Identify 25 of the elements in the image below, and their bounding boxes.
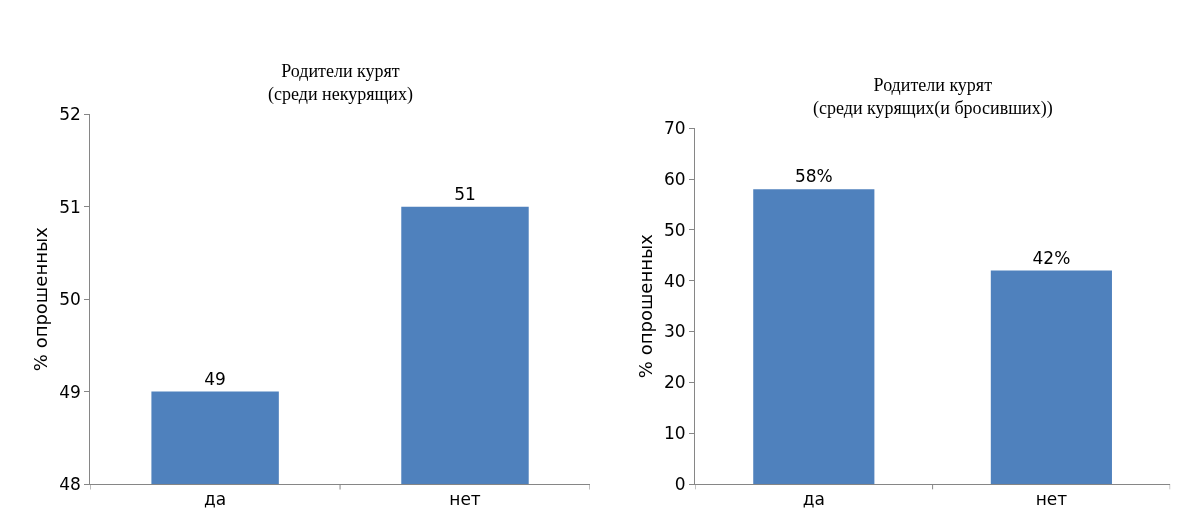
y-axis-title: % опрошенных [635,233,657,379]
data-label: 42% [1032,247,1071,268]
y-tick-label: 49 [59,381,81,402]
x-tick-label: нет [1035,489,1068,510]
y-tick-label: 30 [663,321,686,342]
data-label: 49 [204,368,226,389]
chart-title: Родители курят (среди курящих(и бросивших)) [813,75,1053,120]
data-label: 51 [454,183,476,204]
y-tick-label: 52 [59,104,81,125]
x-tick-label: да [204,489,227,510]
y-tick-label: 51 [59,196,81,217]
x-tick-label: да [802,489,825,510]
y-tick-label: 50 [59,289,81,310]
y-tick-label: 0 [674,473,686,494]
data-label: 58% [794,166,833,187]
y-tick-label: 48 [59,473,81,494]
y-tick-label: 50 [663,219,686,240]
y-tick-label: 70 [663,118,686,139]
x-tick-label: нет [449,489,481,510]
y-tick-label: 60 [663,169,686,190]
y-tick-label: 20 [663,372,686,393]
y-tick-label: 10 [663,423,686,444]
y-tick-label: 40 [663,270,686,291]
chart-title: Родители курят (среди некурящих) [268,61,413,106]
y-axis-title: % опрошенных [30,226,52,372]
